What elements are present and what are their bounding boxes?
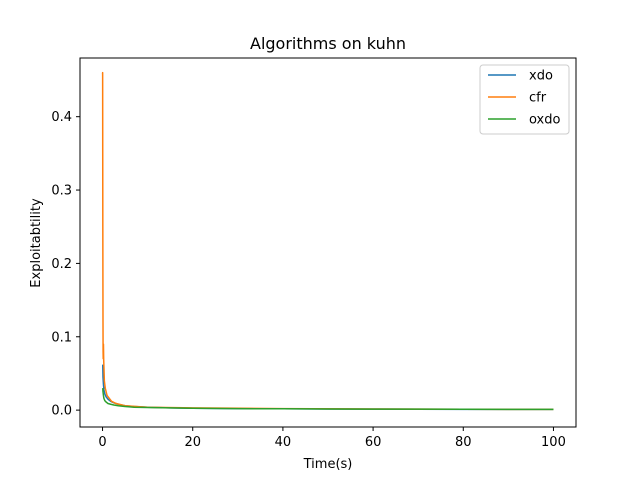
y-tick-label: 0.2 bbox=[51, 257, 72, 272]
legend: xdo cfr oxdo bbox=[479, 64, 570, 135]
legend-label-oxdo: oxdo bbox=[529, 113, 560, 128]
series-line-oxdo bbox=[102, 388, 554, 411]
x-axis: 0 20 40 60 80 100 bbox=[98, 427, 566, 450]
y-tick-label: 0.1 bbox=[51, 330, 72, 345]
y-axis-title: Exploitabtility bbox=[29, 198, 44, 288]
x-tick-label: 40 bbox=[275, 435, 292, 450]
series-line-xdo bbox=[102, 364, 554, 411]
y-tick-label: 0.3 bbox=[51, 184, 72, 199]
legend-box bbox=[479, 64, 570, 135]
x-tick-label: 0 bbox=[98, 435, 106, 450]
x-tick-label: 80 bbox=[455, 435, 472, 450]
x-tick-label: 100 bbox=[541, 435, 566, 450]
legend-label-xdo: xdo bbox=[529, 69, 553, 84]
chart-title: Algorithms on kuhn bbox=[250, 34, 406, 53]
plot-lines bbox=[101, 71, 554, 411]
y-tick-label: 0.0 bbox=[51, 404, 72, 419]
plot-frame bbox=[79, 57, 577, 428]
legend-label-cfr: cfr bbox=[529, 91, 547, 106]
x-axis-title: Time(s) bbox=[303, 457, 353, 472]
x-tick-label: 60 bbox=[365, 435, 382, 450]
y-tick-label: 0.4 bbox=[51, 110, 72, 125]
y-axis: 0.0 0.1 0.2 0.3 0.4 bbox=[51, 110, 80, 419]
x-tick-label: 20 bbox=[184, 435, 201, 450]
